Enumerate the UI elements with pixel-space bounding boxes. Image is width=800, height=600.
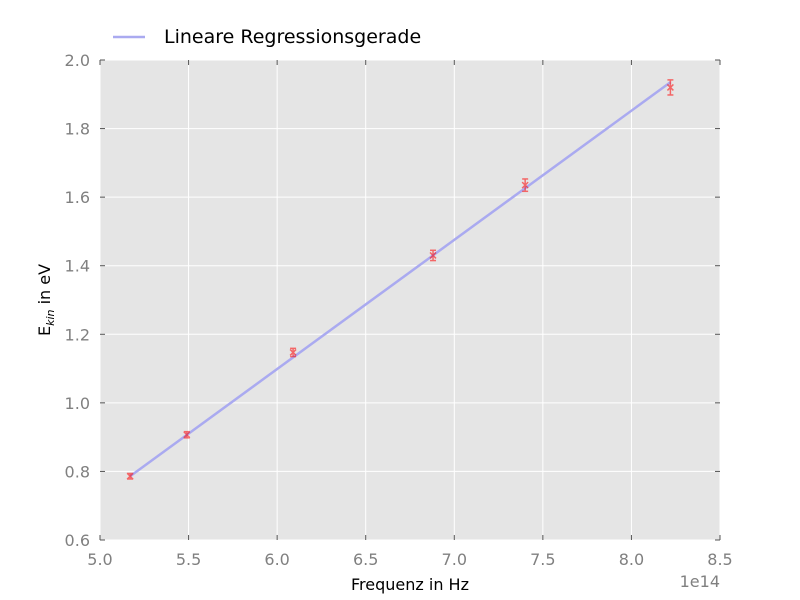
y-axis-label: Ekin in eV bbox=[35, 264, 57, 336]
plot-area bbox=[100, 60, 720, 540]
axis-ticks bbox=[99, 59, 721, 541]
y-tick-label: 1.4 bbox=[65, 257, 90, 276]
x-tick-label: 6.0 bbox=[264, 550, 289, 569]
regression-line-layer bbox=[129, 81, 672, 478]
data-point-marker bbox=[429, 251, 437, 259]
data-point-marker bbox=[289, 348, 297, 356]
legend-label-regression: Lineare Regressionsgerade bbox=[164, 26, 421, 48]
data-point-marker bbox=[183, 431, 191, 439]
y-tick-label: 1.8 bbox=[65, 120, 90, 139]
data-point bbox=[289, 347, 297, 358]
grid-lines bbox=[99, 59, 721, 541]
x-tick-label: 8.5 bbox=[707, 550, 732, 569]
data-point bbox=[183, 430, 191, 439]
y-axis-label-rest: in eV bbox=[35, 264, 54, 310]
x-tick-label: 7.0 bbox=[442, 550, 467, 569]
data-point bbox=[521, 178, 529, 193]
data-point-marker bbox=[666, 83, 674, 91]
data-points-layer bbox=[126, 79, 674, 480]
x-tick-label: 7.5 bbox=[530, 550, 555, 569]
regression-line bbox=[129, 81, 672, 478]
x-tick-label: 6.5 bbox=[353, 550, 378, 569]
y-tick-label: 2.0 bbox=[65, 51, 90, 70]
x-axis-offset-label: 1e14 bbox=[680, 572, 720, 591]
x-tick-label: 5.0 bbox=[87, 550, 112, 569]
y-tick-label: 0.8 bbox=[65, 462, 90, 481]
x-axis-label: Frequenz in Hz bbox=[351, 575, 469, 594]
y-tick-labels: 0.6 0.8 1.0 1.2 1.4 1.6 1.8 2.0 bbox=[65, 51, 90, 550]
data-point-marker bbox=[521, 181, 529, 189]
legend: Lineare Regressionsgerade bbox=[113, 26, 421, 48]
y-tick-label: 1.6 bbox=[65, 188, 90, 207]
y-tick-label: 1.2 bbox=[65, 325, 90, 344]
data-point-marker bbox=[126, 472, 134, 480]
y-axis-label-subscript: kin bbox=[44, 309, 57, 325]
y-axis-label-main: E bbox=[35, 326, 54, 336]
y-tick-label: 1.0 bbox=[65, 394, 90, 413]
data-point bbox=[126, 472, 134, 480]
x-tick-label: 5.5 bbox=[176, 550, 201, 569]
x-tick-label: 8.0 bbox=[619, 550, 644, 569]
data-point bbox=[429, 249, 437, 262]
data-point bbox=[666, 79, 674, 96]
x-tick-labels: 5.0 5.5 6.0 6.5 7.0 7.5 8.0 8.5 bbox=[87, 550, 732, 569]
y-tick-label: 0.6 bbox=[65, 531, 90, 550]
